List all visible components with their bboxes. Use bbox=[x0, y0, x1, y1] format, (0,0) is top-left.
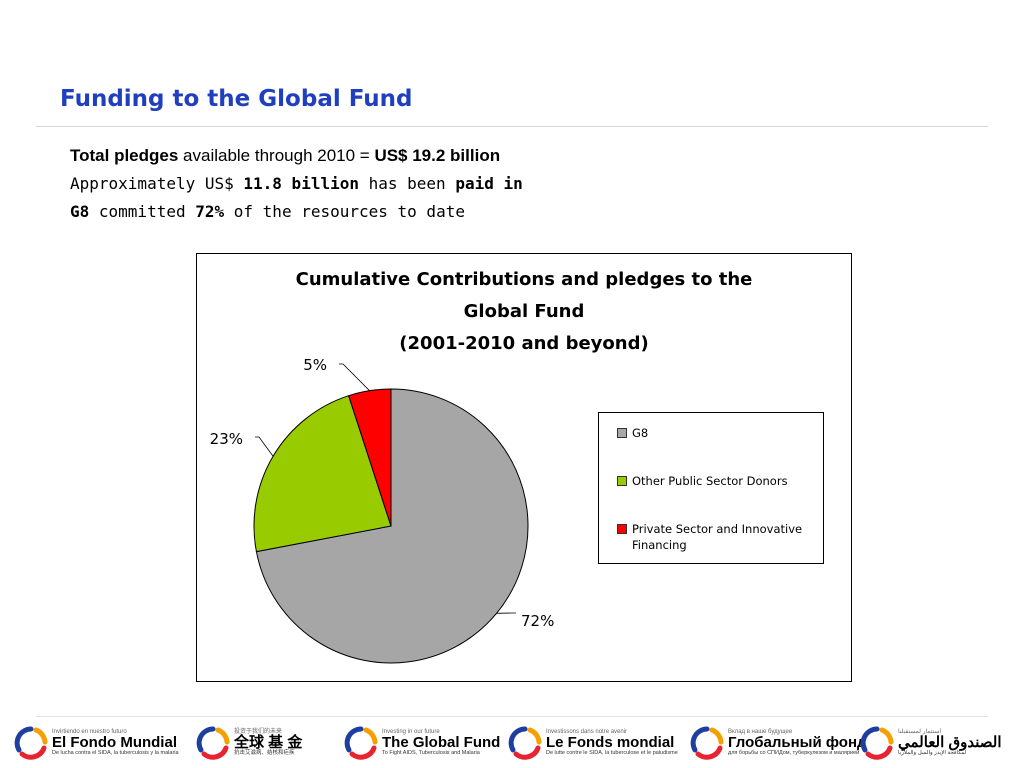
paid-in-value: 11.8 billion bbox=[243, 174, 359, 193]
legend-swatch bbox=[617, 476, 627, 486]
global-fund-logo-icon bbox=[690, 726, 724, 760]
chart-legend: G8 Other Public Sector Donors Private Sect… bbox=[598, 412, 824, 564]
chart-frame: Cumulative Contributions and pledges to … bbox=[196, 253, 852, 682]
paid-in-label: paid in bbox=[455, 174, 523, 193]
legend-item-other-public: Other Public Sector Donors bbox=[617, 473, 822, 489]
global-fund-logo-icon bbox=[508, 726, 542, 760]
footer-tagline: Вклад в наше будущее bbox=[728, 729, 793, 736]
footer-subtitle: De lutte contre le SIDA, la tuberculose … bbox=[546, 750, 678, 757]
paid-in-text: has been bbox=[358, 174, 456, 193]
footer-logo-chinese: 投资于我们的未来 全球 基 金抗击艾滋病、结核和疟疾 bbox=[196, 718, 302, 768]
data-label-g8: 72% bbox=[521, 612, 554, 630]
chart-title: Cumulative Contributions and pledges to … bbox=[197, 264, 851, 360]
footer-tagline: استثمار لمستقبلنا bbox=[898, 729, 942, 736]
leader-line-other-public bbox=[255, 436, 274, 457]
global-fund-logo-icon bbox=[14, 726, 48, 760]
legend-item-private-sector: Private Sector and Innovative Financing bbox=[617, 521, 822, 553]
footer-logo-russian: Вклад в наше будущее Глобальный фонд для б… bbox=[690, 718, 867, 768]
footer-logo-arabic: استثمار لمستقبلنا الصندوق العالمي لمكافحة … bbox=[860, 718, 1001, 768]
footer-name: Глобальный фонд bbox=[728, 734, 867, 752]
footer-name: 全球 基 金 bbox=[234, 734, 303, 752]
legend-swatch bbox=[617, 524, 627, 534]
footer-logo-text: Investing in our future The Global Fund To… bbox=[382, 729, 500, 757]
footer-logo-text: استثمار لمستقبلنا الصندوق العالمي لمكافحة … bbox=[898, 729, 1001, 757]
footer-name: The Global Fund bbox=[382, 734, 501, 752]
pie-slice-other-public bbox=[253, 395, 392, 553]
total-pledges-line: Total pledges available through 2010 = U… bbox=[70, 142, 523, 170]
chart-title-line-3: (2001-2010 and beyond) bbox=[399, 333, 649, 354]
footer-tagline: 投资于我们的未来 bbox=[234, 729, 283, 736]
total-pledges-text: available through 2010 = bbox=[178, 146, 375, 165]
footer-subtitle: لمكافحة الإيدز والسل والملاريا bbox=[898, 750, 967, 757]
g8-line: G8 committed 72% of the resources to dat… bbox=[70, 198, 523, 226]
total-pledges-value: US$ 19.2 billion bbox=[374, 146, 501, 165]
footer-tagline: Investing in our future bbox=[382, 729, 440, 736]
global-fund-logo-icon bbox=[860, 726, 894, 760]
chart-title-line-1: Cumulative Contributions and pledges to … bbox=[295, 269, 753, 290]
footer-logo-text: Invirtiendo en nuestro futuro El Fondo Mu… bbox=[52, 729, 179, 757]
legend-swatch bbox=[617, 428, 627, 438]
chart-title-line-2: Global Fund bbox=[463, 301, 585, 322]
legend-item-g8: G8 bbox=[617, 425, 822, 441]
g8-share-value: 72% bbox=[195, 202, 225, 221]
g8-text: committed bbox=[89, 202, 196, 221]
pie-slice-g8 bbox=[255, 388, 529, 664]
footer-subtitle: De lucha contra el SIDA, la tuberculosis… bbox=[52, 750, 179, 757]
summary-text: Total pledges available through 2010 = U… bbox=[70, 142, 523, 226]
data-label-private-sector: 5% bbox=[303, 356, 327, 374]
footer-logo-text: Investissons dans notre avenir Le Fonds m… bbox=[546, 729, 678, 757]
paid-in-prefix: Approximately US$ bbox=[70, 174, 244, 193]
footer-tagline: Investissons dans notre avenir bbox=[546, 729, 628, 736]
footer-name: El Fondo Mundial bbox=[52, 734, 177, 752]
title-divider bbox=[36, 126, 988, 127]
leader-line-private-sector bbox=[339, 363, 370, 391]
footer-logo-english: Investing in our future The Global Fund To… bbox=[344, 718, 500, 768]
footer-name: الصندوق العالمي bbox=[898, 734, 1002, 752]
footer-logo-text: Вклад в наше будущее Глобальный фонд для б… bbox=[728, 729, 867, 757]
slide-title: Funding to the Global Fund bbox=[60, 86, 413, 112]
footer-subtitle: для борьбы со СПИДом, туберкулезом и мал… bbox=[728, 750, 860, 757]
legend-label: Other Public Sector Donors bbox=[632, 474, 788, 488]
footer-tagline: Invirtiendo en nuestro futuro bbox=[52, 729, 127, 736]
g8-label: G8 bbox=[70, 202, 90, 221]
global-fund-logo-icon bbox=[344, 726, 378, 760]
footer-logo-text: 投资于我们的未来 全球 基 金抗击艾滋病、结核和疟疾 bbox=[234, 729, 302, 757]
footer-logo-spanish: Invirtiendo en nuestro futuro El Fondo Mu… bbox=[14, 718, 179, 768]
paid-in-line: Approximately US$ 11.8 billion has been … bbox=[70, 170, 523, 198]
pie-slice-private-sector bbox=[348, 388, 392, 527]
footer-logo-french: Investissons dans notre avenir Le Fonds m… bbox=[508, 718, 678, 768]
footer-name: Le Fonds mondial bbox=[546, 734, 675, 752]
total-pledges-label: Total pledges bbox=[70, 146, 179, 165]
pie-chart: 72% 23% 5% bbox=[210, 356, 554, 664]
footer-divider bbox=[36, 716, 988, 717]
g8-suffix: of the resources to date bbox=[224, 202, 465, 221]
footer-subtitle: 抗击艾滋病、结核和疟疾 bbox=[234, 750, 295, 757]
legend-label: G8 bbox=[632, 426, 649, 440]
footer-subtitle: To Fight AIDS, Tuberculosis and Malaria bbox=[382, 750, 480, 757]
data-label-other-public: 23% bbox=[210, 430, 243, 448]
global-fund-logo-icon bbox=[196, 726, 230, 760]
legend-label: Private Sector and Innovative Financing bbox=[632, 522, 803, 552]
footer-logo-strip: Invirtiendo en nuestro futuro El Fondo Mu… bbox=[0, 718, 1024, 768]
